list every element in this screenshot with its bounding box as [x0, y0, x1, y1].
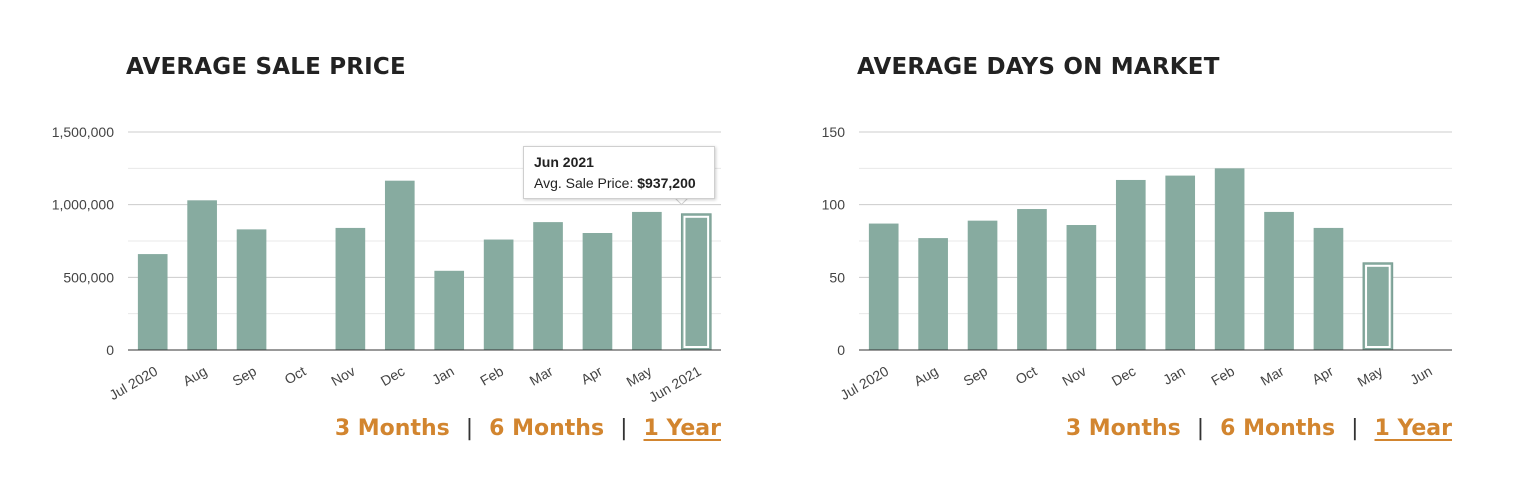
range-1-year-link[interactable]: 1 Year — [1374, 416, 1453, 441]
x-tick-label: Feb — [1208, 363, 1237, 389]
bar — [1165, 175, 1196, 350]
days-on-market-panel: AVERAGE DAYS ON MARKET 0 50 100 150 Jul 2020… — [757, 0, 1514, 484]
bar — [1362, 262, 1394, 351]
bar — [582, 233, 613, 350]
bar — [918, 238, 948, 350]
y-tick-label: 0 — [106, 342, 114, 358]
x-tick-label: Sep — [229, 363, 259, 389]
x-tick-label: Jan — [429, 363, 457, 388]
bar — [434, 270, 465, 350]
bar — [1313, 227, 1344, 350]
range-6-months-link[interactable]: 6 Months — [1220, 416, 1336, 441]
bar — [187, 200, 217, 350]
x-tick-label: Apr — [1309, 363, 1336, 388]
x-tick-label: Apr — [578, 363, 605, 388]
tooltip-value: $937,200 — [637, 175, 696, 191]
x-tick-label: Nov — [1059, 363, 1089, 389]
tooltip-body: Avg. Sale Price: $937,200 — [534, 175, 704, 191]
bar — [335, 227, 366, 350]
x-tick-label: Feb — [477, 363, 506, 389]
range-nav: 3 Months | 6 Months | 1 Year — [1066, 416, 1452, 441]
x-tick-label: Oct — [1013, 363, 1040, 388]
x-tick-label: Sep — [960, 363, 990, 389]
bar — [483, 239, 514, 350]
chart-title: AVERAGE DAYS ON MARKET — [857, 54, 1220, 80]
x-tick-label: Jan — [1160, 363, 1188, 388]
y-tick-label: 50 — [829, 269, 845, 285]
bar — [1017, 209, 1047, 350]
range-3-months-link[interactable]: 3 Months — [334, 416, 450, 441]
y-tick-label: 100 — [822, 197, 846, 213]
chart-tooltip: Jun 2021 Avg. Sale Price: $937,200 — [523, 146, 715, 199]
y-tick-label: 0 — [837, 342, 845, 358]
bar — [868, 223, 899, 350]
bar — [1264, 211, 1294, 350]
x-tick-label: Jul 2020 — [837, 363, 891, 403]
bar-highlight-outline — [1365, 264, 1391, 348]
x-tick-label: May — [623, 363, 654, 390]
bar — [1066, 225, 1097, 350]
bar — [967, 220, 998, 350]
bar — [533, 222, 563, 350]
tooltip-label: Avg. Sale Price: — [534, 175, 634, 191]
bar — [1115, 179, 1146, 350]
range-6-months-link[interactable]: 6 Months — [489, 416, 605, 441]
y-tick-label: 1,500,000 — [52, 124, 114, 140]
sale-price-chart: 0 500,000 1,000,000 1,500,000 Jul 2020 Aug Sep… — [52, 124, 721, 406]
y-tick-label: 500,000 — [63, 269, 114, 285]
days-on-market-chart: 0 50 100 150 Jul 2020 Aug Sep Oct Nov Dec Jan Feb Ma… — [822, 124, 1452, 403]
bar — [680, 213, 712, 351]
x-tick-label: May — [1354, 363, 1385, 390]
range-separator: | — [1351, 416, 1359, 441]
x-tick-label: Dec — [378, 363, 408, 389]
range-separator: | — [465, 416, 474, 441]
range-separator: | — [1196, 416, 1205, 441]
range-separator: | — [620, 416, 628, 441]
bar-highlight-outline — [683, 215, 710, 348]
x-tick-label: Jun 2021 — [646, 363, 704, 406]
x-tick-label: Oct — [282, 363, 309, 388]
y-tick-label: 150 — [822, 124, 846, 140]
x-tick-label: Mar — [527, 363, 556, 389]
x-tick-label: Nov — [328, 363, 358, 389]
bar — [384, 180, 415, 350]
x-tick-label: Jun — [1407, 363, 1435, 388]
x-tick-label: Dec — [1109, 363, 1139, 389]
range-3-months-link[interactable]: 3 Months — [1065, 416, 1181, 441]
range-nav: 3 Months | 6 Months | 1 Year — [335, 416, 721, 441]
tooltip-title: Jun 2021 — [534, 154, 594, 170]
x-tick-label: Aug — [180, 363, 210, 389]
bar — [236, 229, 267, 350]
x-tick-label: Mar — [1258, 363, 1287, 389]
bar — [632, 211, 662, 350]
chart-title: AVERAGE SALE PRICE — [126, 54, 406, 80]
range-1-year-link[interactable]: 1 Year — [643, 416, 722, 441]
sale-price-panel: AVERAGE SALE PRICE 0 500,000 1,000,000 1,50… — [52, 54, 721, 441]
x-tick-label: Jul 2020 — [106, 363, 160, 403]
bar — [1214, 168, 1245, 350]
x-tick-label: Aug — [911, 363, 941, 389]
y-tick-label: 1,000,000 — [52, 197, 114, 213]
bar — [137, 254, 168, 350]
